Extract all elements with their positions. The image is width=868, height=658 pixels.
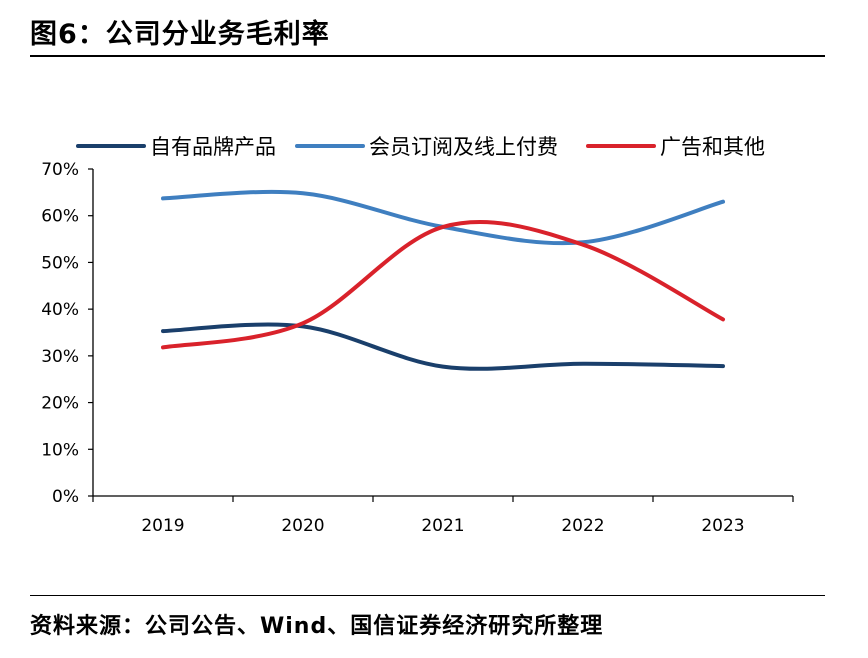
y-tick-label: 50%: [41, 253, 79, 273]
series-own-brand-line: [161, 322, 725, 371]
series-membership-line: [161, 189, 725, 246]
legend-label: 会员订阅及线上付费: [369, 135, 558, 159]
x-tick-label: 2023: [701, 516, 744, 536]
y-tick-label: 40%: [41, 300, 79, 320]
x-tick-label: 2019: [141, 516, 184, 536]
y-tick-label: 30%: [41, 347, 79, 367]
series-ads-other-line: [161, 220, 725, 350]
legend-label: 广告和其他: [660, 135, 765, 159]
source-rule: [30, 595, 825, 596]
y-tick-label: 10%: [41, 440, 79, 460]
chart-ticks: 0% 10% 20% 30% 40% 50% 60% 70% 2019 2020 2021 2022 2…: [41, 160, 794, 536]
x-tick-label: 2021: [421, 516, 464, 536]
y-tick-label: 70%: [41, 160, 79, 180]
chart-legend: 自有品牌产品 会员订阅及线上付费 广告和其他: [76, 135, 765, 159]
y-tick-label: 20%: [41, 394, 79, 414]
chart-series: [161, 189, 725, 371]
title-rule: [30, 55, 825, 57]
source-note: 资料来源：公司公告、Wind、国信证券经济研究所整理: [30, 614, 604, 639]
chart-axes: [92, 169, 793, 497]
legend-label: 自有品牌产品: [150, 135, 276, 159]
x-tick-label: 2022: [561, 516, 604, 536]
y-tick-label: 0%: [52, 487, 79, 507]
figure-title: 图6：公司分业务毛利率: [30, 19, 330, 50]
y-tick-label: 60%: [41, 207, 79, 227]
x-tick-label: 2020: [281, 516, 324, 536]
